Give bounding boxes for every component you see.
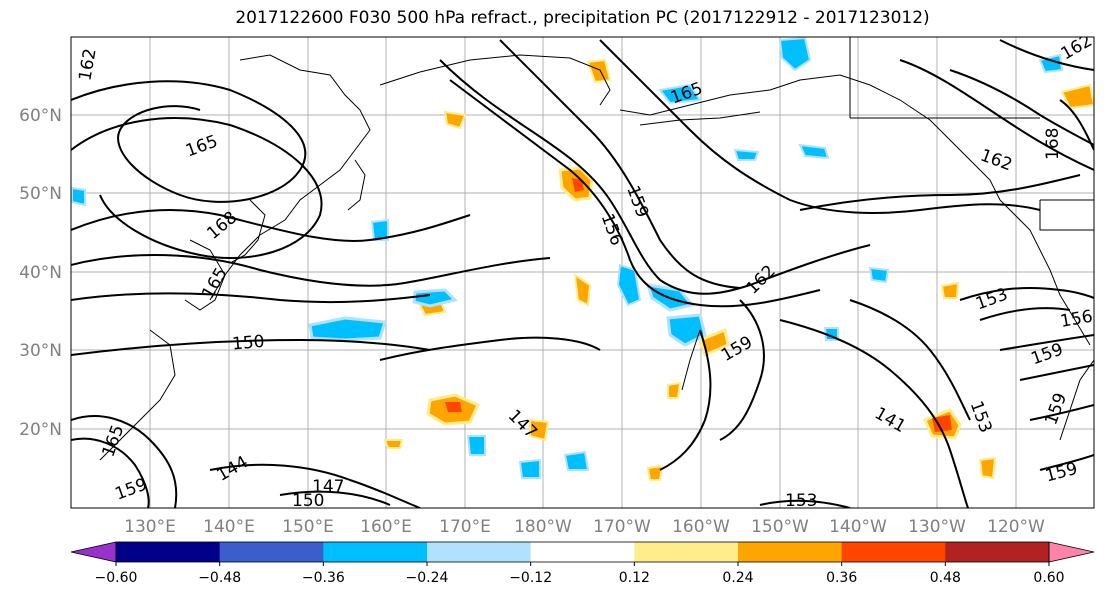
colorbar-segment xyxy=(530,542,635,562)
longitude-label: 160°W xyxy=(672,517,730,537)
longitude-label: 170°E xyxy=(439,517,491,537)
longitude-label: 130°W xyxy=(908,517,966,537)
colorbar-tick-label: −0.48 xyxy=(198,570,241,586)
colorbar: −0.60 −0.48 −0.36 −0.24 −0.12 0.12 0.24 0.36 0.4… xyxy=(70,541,1095,586)
colorbar-segment xyxy=(323,542,428,562)
colorbar-tick-label: 0.12 xyxy=(619,570,650,586)
colorbar-tick-label: −0.24 xyxy=(406,570,449,586)
longitude-label: 170°W xyxy=(593,517,651,537)
longitude-label: 140°W xyxy=(829,517,887,537)
longitude-label: 120°W xyxy=(987,517,1045,537)
colorbar-outline xyxy=(115,541,1050,563)
map-frame xyxy=(70,36,1095,509)
colorbar-segment xyxy=(945,542,1050,562)
colorbar-tick-label: 0.24 xyxy=(722,570,753,586)
colorbar-segment xyxy=(841,542,946,562)
latitude-label: 50°N xyxy=(19,184,62,204)
contour-label: 168 xyxy=(1043,128,1063,160)
latitude-label: 30°N xyxy=(19,341,62,361)
contour-label: 153 xyxy=(785,491,817,511)
colorbar-segment xyxy=(427,542,532,562)
refractivity-contours xyxy=(71,39,1094,508)
colorbar-segment xyxy=(219,542,324,562)
contour-label: 147 xyxy=(312,477,344,497)
longitude-label: 130°E xyxy=(124,517,176,537)
chart-title: 2017122600 F030 500 hPa refract., precip… xyxy=(235,8,930,28)
latitude-labels: 60°N 50°N 40°N 30°N 20°N xyxy=(19,106,62,440)
longitude-labels: 130°E 140°E 150°E 160°E 170°E 180°W 170°… xyxy=(124,517,1045,537)
colorbar-tick-label: −0.60 xyxy=(95,570,138,586)
latitude-label: 40°N xyxy=(19,263,62,283)
colorbar-tick-label: 0.60 xyxy=(1033,570,1064,586)
contour-label: 150 xyxy=(231,332,265,355)
colorbar-segment xyxy=(116,542,221,562)
colorbar-tick-label: 0.48 xyxy=(930,570,961,586)
colorbar-tick-label: 0.36 xyxy=(826,570,857,586)
contour-label: 150 xyxy=(292,491,324,511)
longitude-label: 150°W xyxy=(751,517,809,537)
longitude-label: 180°W xyxy=(514,517,572,537)
colorbar-tick-label: −0.36 xyxy=(302,570,345,586)
colorbar-segment xyxy=(634,542,739,562)
longitude-label: 140°E xyxy=(203,517,255,537)
longitude-label: 150°E xyxy=(282,517,334,537)
colorbar-tick-label: −0.12 xyxy=(509,570,552,586)
colorbar-extend-max xyxy=(1048,541,1095,563)
colorbar-segment xyxy=(738,542,843,562)
coastlines xyxy=(99,37,1094,461)
latitude-label: 20°N xyxy=(19,420,62,440)
longitude-label: 160°E xyxy=(360,517,412,537)
latitude-label: 60°N xyxy=(19,106,62,126)
colorbar-extend-min xyxy=(70,541,117,563)
